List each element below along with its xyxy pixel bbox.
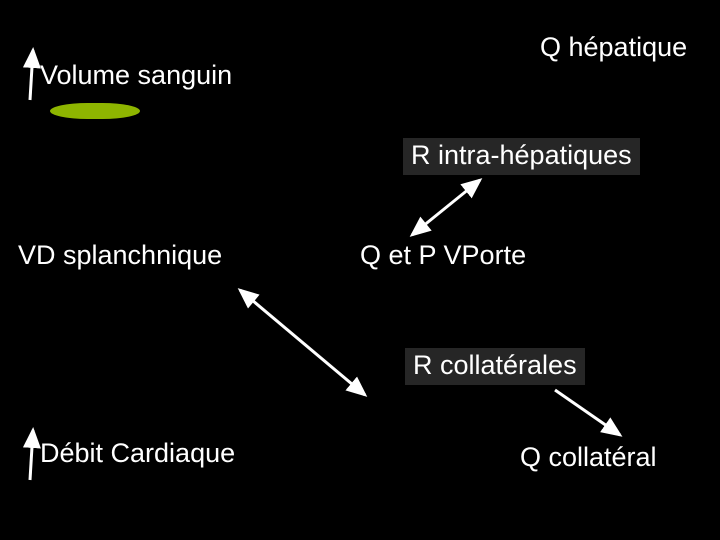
label-volume-sanguin: Volume sanguin bbox=[40, 60, 232, 91]
arrow-vd-vporte bbox=[240, 290, 365, 395]
label-r-intra-hepatiques: R intra-hépatiques bbox=[403, 138, 640, 175]
smear-accent bbox=[50, 103, 140, 119]
label-debit-cardiaque: Débit Cardiaque bbox=[40, 438, 235, 469]
diagram-stage: Q hépatique Volume sanguin R intra-hépat… bbox=[0, 0, 720, 540]
label-q-hepatique: Q hépatique bbox=[540, 32, 687, 63]
label-q-collateral: Q collatéral bbox=[520, 442, 657, 473]
arrow-rcoll-down bbox=[555, 390, 620, 435]
arrow-vporte-rintra bbox=[412, 180, 480, 235]
arrow-debit-up bbox=[30, 430, 33, 480]
arrow-volume-up bbox=[30, 50, 33, 100]
label-q-p-vporte: Q et P VPorte bbox=[360, 240, 526, 271]
label-vd-splanchnique: VD splanchnique bbox=[18, 240, 222, 271]
label-r-collaterales: R collatérales bbox=[405, 348, 585, 385]
